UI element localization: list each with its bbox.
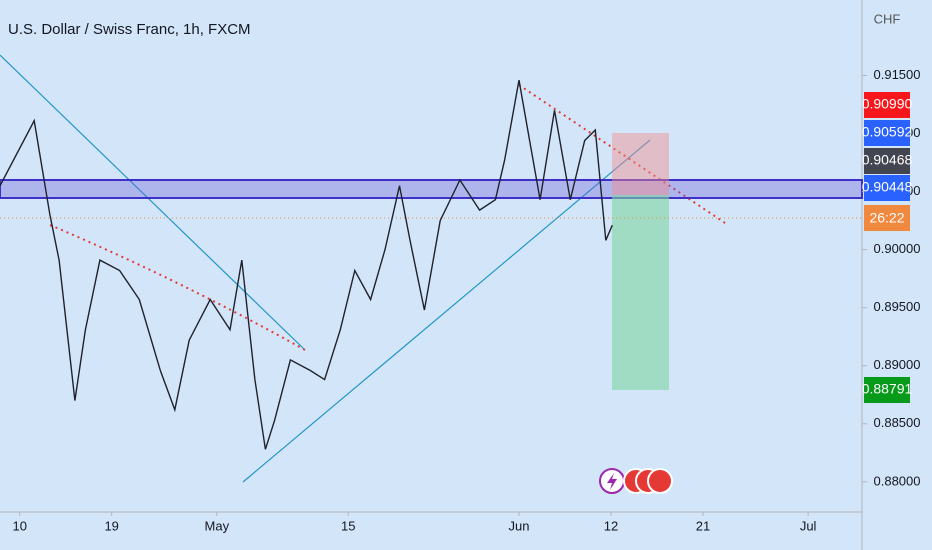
event-icon[interactable] xyxy=(647,468,673,494)
x-tick-label: 10 xyxy=(12,518,26,533)
y-tick-label: 0.88500 xyxy=(874,415,921,430)
zone xyxy=(0,179,863,199)
x-tick-label: 21 xyxy=(696,518,710,533)
x-tick-label: 12 xyxy=(604,518,618,533)
x-tick-label: May xyxy=(205,518,230,533)
y-tick-label: 0.89500 xyxy=(874,299,921,314)
price-badge-label: 0.90468 xyxy=(862,152,913,168)
countdown-badge xyxy=(864,205,910,231)
price-badge xyxy=(864,92,910,118)
currency-label: CHF xyxy=(874,11,901,26)
chart-title: U.S. Dollar / Swiss Franc, 1h, FXCM xyxy=(8,21,251,38)
event-icon-glyph xyxy=(607,473,617,490)
x-tick-label: 19 xyxy=(104,518,118,533)
price-badge-label: 0.90990 xyxy=(862,96,913,112)
price-badge-label: 0.90592 xyxy=(862,124,913,140)
price-badge-label: 0.88791 xyxy=(862,381,913,397)
price-line-series xyxy=(0,79,613,450)
y-tick-label: 0.89000 xyxy=(874,357,921,372)
y-tick-label: 0.88000 xyxy=(874,473,921,488)
price-badge-label: 0.90448 xyxy=(862,179,913,195)
target-zone xyxy=(612,195,669,390)
price-badge xyxy=(864,175,910,201)
y-tick-label: 0.91500 xyxy=(874,67,921,82)
x-tick-label: Jun xyxy=(509,518,530,533)
dotted-trend xyxy=(49,224,306,351)
x-tick-label: Jul xyxy=(800,518,817,533)
trend-line xyxy=(0,54,306,351)
price-badge xyxy=(864,120,910,146)
stop-zone xyxy=(612,133,669,195)
price-badge xyxy=(864,377,910,403)
y-tick-label: 0.90000 xyxy=(874,241,921,256)
x-tick-label: 15 xyxy=(341,518,355,533)
price-badge xyxy=(864,148,910,174)
countdown: 26:22 xyxy=(869,210,904,226)
